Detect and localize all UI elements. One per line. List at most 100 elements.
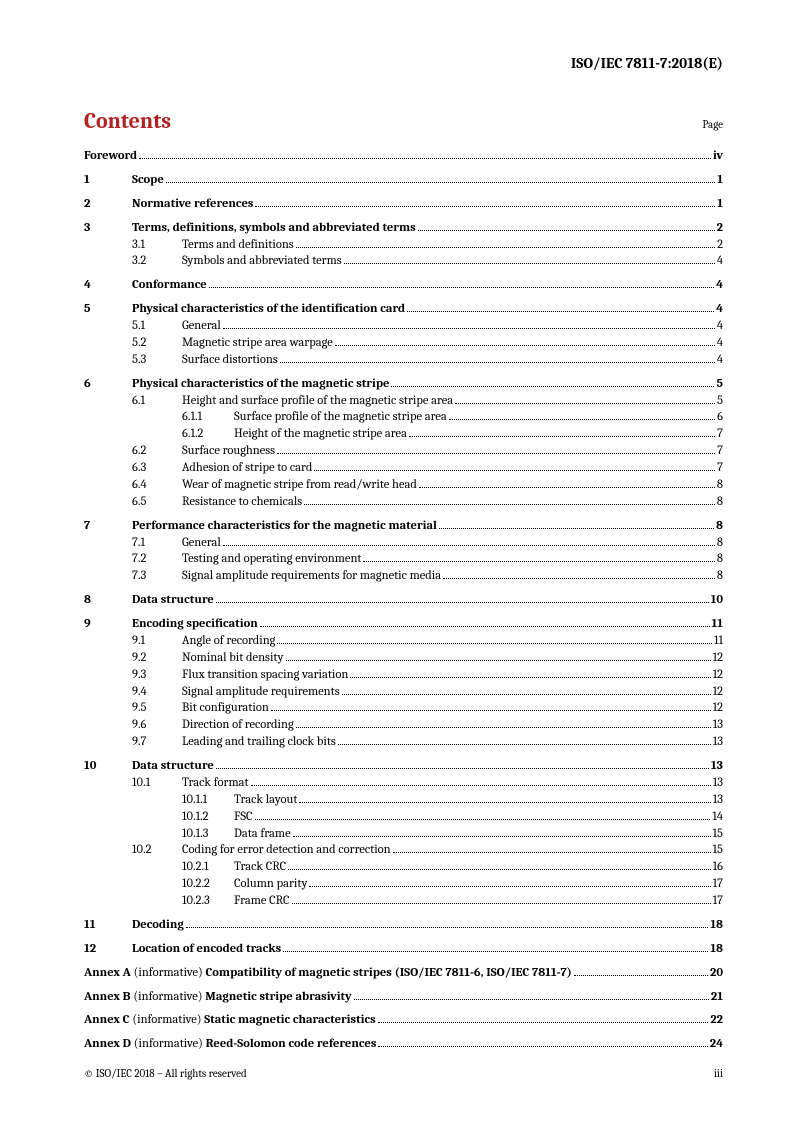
toc-number: 3: [84, 220, 132, 237]
toc-page: 13: [713, 717, 723, 734]
toc-title: Surface distortions: [182, 352, 278, 369]
toc-title: Leading and trailing clock bits: [182, 734, 336, 751]
toc-leader: [223, 328, 715, 329]
page-column-label: Page: [702, 118, 723, 131]
toc-page: 15: [713, 826, 723, 843]
toc-page: 4: [716, 277, 723, 294]
toc-row: 9.1Angle of recording11: [84, 633, 723, 650]
toc-leader: [299, 802, 710, 803]
toc-number: 6.1.2: [182, 426, 234, 443]
toc-leader: [304, 504, 715, 505]
toc-page: 7: [717, 443, 723, 460]
toc-row: 10.1.3Data frame15: [84, 826, 723, 843]
toc-row: 3.2Symbols and abbreviated terms4: [84, 253, 723, 270]
toc-title: General: [182, 535, 221, 552]
toc-page: 4: [717, 253, 723, 270]
toc-annex-title: Annex D (informative) Reed-Solomon code …: [84, 1036, 376, 1053]
toc-title: Terms, definitions, symbols and abbrevia…: [132, 220, 416, 237]
contents-heading: Contents: [84, 108, 171, 134]
toc-row: 10.1.1Track layout13: [84, 792, 723, 809]
toc-title: General: [182, 318, 221, 335]
toc-page: 20: [710, 965, 723, 982]
toc-leader: [407, 311, 714, 312]
toc-leader: [314, 470, 715, 471]
toc-row: Forewordiv: [84, 148, 723, 165]
toc-leader: [286, 660, 711, 661]
toc-page: 22: [710, 1012, 723, 1029]
toc-leader: [280, 362, 715, 363]
toc-title: Coding for error detection and correctio…: [182, 842, 391, 859]
toc-row: 3Terms, definitions, symbols and abbrevi…: [84, 220, 723, 237]
toc-title: Location of encoded tracks: [132, 941, 281, 958]
toc-number: 6: [84, 376, 132, 393]
toc-row: 9.7Leading and trailing clock bits13: [84, 734, 723, 751]
toc-page: 18: [710, 917, 723, 934]
toc-title: Track format: [182, 775, 249, 792]
toc-row: 12Location of encoded tracks18: [84, 941, 723, 958]
document-id: ISO/IEC 7811-7:2018(E): [84, 54, 723, 72]
toc-number: 6.5: [132, 494, 182, 511]
toc-leader: [255, 819, 711, 820]
toc-title: Frame CRC: [234, 893, 290, 910]
toc-title: Physical characteristics of the identifi…: [132, 301, 405, 318]
toc-title: Terms and definitions: [182, 237, 294, 254]
toc-number: 6.2: [132, 443, 182, 460]
toc-title: Track CRC: [234, 859, 286, 876]
toc-row: 9.6Direction of recording13: [84, 717, 723, 734]
toc-title: Encoding specification: [132, 616, 258, 633]
toc-title: Direction of recording: [182, 717, 294, 734]
toc-title: Signal amplitude requirements: [182, 684, 340, 701]
toc-page: 13: [713, 775, 723, 792]
toc-number: 10.2.3: [182, 893, 234, 910]
toc-page: 16: [713, 859, 723, 876]
toc-number: 2: [84, 196, 132, 213]
toc-number: 9.3: [132, 667, 182, 684]
toc-leader: [409, 436, 715, 437]
toc-page: 8: [717, 494, 723, 511]
toc-leader: [223, 545, 715, 546]
toc-number: 5.3: [132, 352, 182, 369]
toc-number: 10.1: [132, 775, 182, 792]
toc-page: 13: [713, 792, 723, 809]
toc-page: 18: [710, 941, 723, 958]
toc-title: Height and surface profile of the magnet…: [182, 393, 453, 410]
toc-page: 15: [713, 842, 723, 859]
toc-title: Bit configuration: [182, 700, 269, 717]
toc-leader: [288, 869, 710, 870]
toc-leader: [449, 419, 715, 420]
toc-annex-row: Annex A (informative) Compatibility of m…: [84, 965, 723, 982]
toc-row: 9.5Bit configuration12: [84, 700, 723, 717]
copyright-text: © ISO/IEC 2018 – All rights reserved: [84, 1067, 247, 1080]
toc-title: Performance characteristics for the magn…: [132, 518, 437, 535]
toc-leader: [419, 487, 715, 488]
toc-title: Symbols and abbreviated terms: [182, 253, 342, 270]
toc-leader: [296, 247, 715, 248]
toc-leader: [574, 975, 708, 976]
toc-page: 21: [711, 989, 723, 1006]
toc-title: Testing and operating environment: [182, 551, 361, 568]
toc-row: 5.3Surface distortions4: [84, 352, 723, 369]
toc-page: 24: [710, 1036, 723, 1053]
toc-number: 10.1.3: [182, 826, 234, 843]
toc-title: Physical characteristics of the magnetic…: [132, 376, 389, 393]
toc-row: 7.2Testing and operating environment8: [84, 551, 723, 568]
toc-leader: [186, 927, 709, 928]
toc-leader: [309, 886, 710, 887]
toc-leader: [277, 643, 712, 644]
toc-leader: [350, 677, 710, 678]
toc-leader: [344, 263, 715, 264]
toc-page: 2: [717, 237, 723, 254]
toc-row: 6.3Adhesion of stripe to card7: [84, 460, 723, 477]
toc-page: 8: [717, 477, 723, 494]
toc-row: 6.5Resistance to chemicals8: [84, 494, 723, 511]
toc-leader: [255, 206, 715, 207]
toc-row: 4Conformance4: [84, 277, 723, 294]
toc-row: 2Normative references1: [84, 196, 723, 213]
toc-page: 12: [713, 700, 723, 717]
toc-page: 14: [712, 809, 723, 826]
toc-leader: [455, 403, 715, 404]
toc-page: 17: [713, 893, 723, 910]
toc-leader: [338, 744, 711, 745]
toc-page: 13: [713, 734, 723, 751]
toc-title: Surface profile of the magnetic stripe a…: [234, 409, 447, 426]
